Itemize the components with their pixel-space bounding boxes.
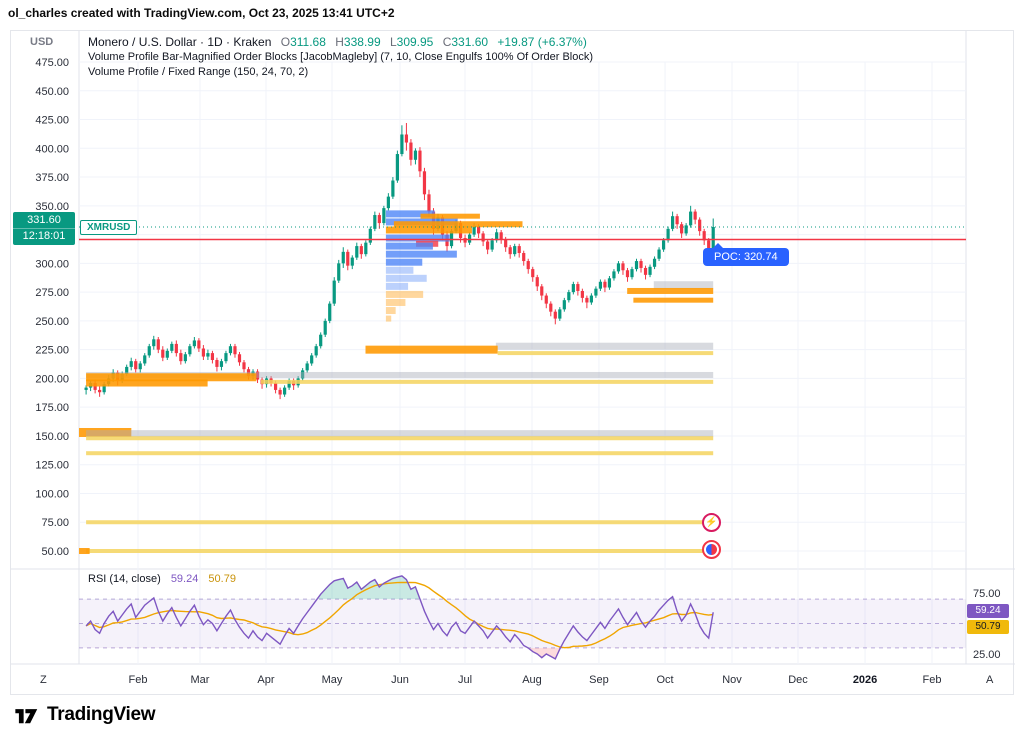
svg-text:250.00: 250.00 [35,316,69,328]
svg-text:Apr: Apr [257,674,274,686]
svg-text:150.00: 150.00 [35,431,69,443]
rsi-legend[interactable]: RSI (14, close) 59.24 50.79 [88,573,236,585]
rsi-title[interactable]: RSI (14, close) [88,573,161,585]
low-value: 309.95 [396,35,434,49]
low-label: L [389,35,397,49]
svg-text:25.00: 25.00 [973,649,1001,661]
time-axis-edge-label-left: Z [40,674,47,686]
bar-countdown: 12:18:01 [13,228,75,244]
svg-text:125.00: 125.00 [35,460,69,472]
svg-text:450.00: 450.00 [35,86,69,98]
svg-text:Feb: Feb [923,674,942,686]
svg-text:475.00: 475.00 [35,57,69,69]
tradingview-logo[interactable]: TradingView [13,702,156,728]
svg-text:Sep: Sep [589,674,609,686]
chart-panel: 475.00450.00425.00400.00375.00350.00325.… [10,30,1015,696]
chart-canvas[interactable]: 475.00450.00425.00400.00375.00350.00325.… [11,31,1015,696]
change-value: +19.87 (+6.37%) [497,35,587,49]
rsi-ma-axis-badge: 50.79 [967,620,1009,634]
svg-text:Oct: Oct [656,674,673,686]
close-label: C [442,35,452,49]
svg-text:Feb: Feb [129,674,148,686]
svg-text:May: May [322,674,343,686]
svg-text:200.00: 200.00 [35,373,69,385]
indicator-legend-volume-profile[interactable]: Volume Profile / Fixed Range (150, 24, 7… [88,66,309,78]
svg-text:400.00: 400.00 [35,143,69,155]
svg-text:100.00: 100.00 [35,488,69,500]
svg-text:350.00: 350.00 [35,201,69,213]
svg-text:425.00: 425.00 [35,115,69,127]
current-price-badge: 331.60 12:18:01 [13,212,75,245]
globe-event-icon[interactable] [702,540,721,559]
globe-glyph [706,544,717,555]
symbol-legend[interactable]: Monero / U.S. Dollar · 1D · Kraken O311.… [88,35,587,49]
svg-text:Jul: Jul [458,674,472,686]
rsi-layer: 75.00 25.00 [79,575,1001,661]
svg-text:Nov: Nov [722,674,742,686]
svg-text:75.00: 75.00 [41,517,69,529]
rsi-value: 59.24 [170,573,199,585]
flash-event-icon[interactable]: ⚡ [702,513,721,532]
svg-text:75.00: 75.00 [973,588,1001,600]
symbol-tag: XMRUSD [80,220,138,235]
svg-text:300.00: 300.00 [35,258,69,270]
price-axis-unit: USD [30,36,54,48]
svg-text:Mar: Mar [191,674,210,686]
svg-text:225.00: 225.00 [35,345,69,357]
symbol-title[interactable]: Monero / U.S. Dollar · 1D · Kraken [88,35,272,49]
svg-text:Dec: Dec [788,674,808,686]
header-credit: ol_charles created with TradingView.com,… [8,6,395,20]
open-value: 311.68 [290,35,326,49]
current-price-value: 331.60 [27,214,61,226]
volume-profile-layer [79,210,714,555]
tradingview-logo-text: TradingView [47,704,156,725]
svg-text:Aug: Aug [522,674,542,686]
svg-text:275.00: 275.00 [35,287,69,299]
high-label: H [335,35,344,49]
svg-text:175.00: 175.00 [35,402,69,414]
close-value: 331.60 [451,35,489,49]
svg-text:50.00: 50.00 [41,546,69,558]
svg-text:2026: 2026 [853,674,877,686]
open-label: O [280,35,291,49]
tradingview-logo-icon [15,709,38,724]
indicator-legend-order-blocks[interactable]: Volume Profile Bar-Magnified Order Block… [88,51,594,63]
poc-price-label[interactable]: POC: 320.74 [703,243,789,266]
time-axis-edge-label-right: A [986,674,994,686]
high-value: 338.99 [343,35,381,49]
svg-text:Jun: Jun [391,674,409,686]
rsi-axis-badge: 59.24 [967,604,1009,618]
svg-text:375.00: 375.00 [35,172,69,184]
time-axis-labels[interactable]: Feb Mar Apr May Jun Jul Aug Sep Oct Nov Dec 2026 Feb [129,674,942,686]
rsi-ma-value: 50.79 [208,573,236,585]
